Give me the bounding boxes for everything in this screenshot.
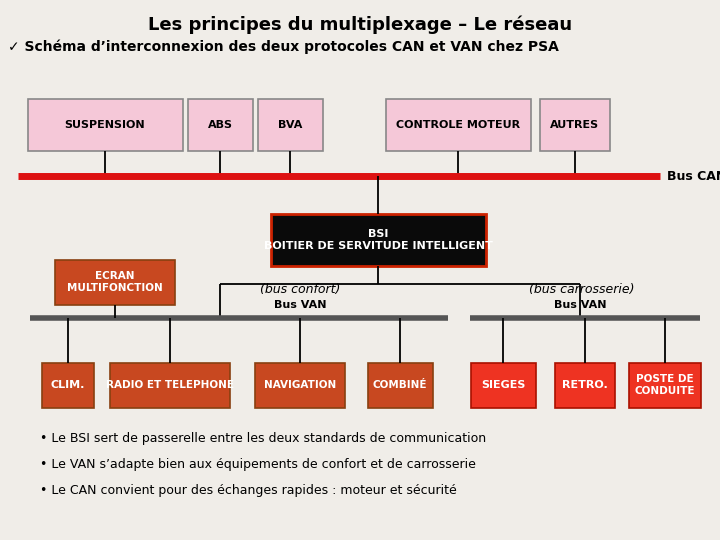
Text: AUTRES: AUTRES <box>550 120 600 130</box>
Bar <box>555 362 615 408</box>
Text: CLIM.: CLIM. <box>51 380 85 390</box>
Text: RADIO ET TELEPHONE: RADIO ET TELEPHONE <box>106 380 234 390</box>
Text: SUSPENSION: SUSPENSION <box>65 120 145 130</box>
Bar <box>55 260 175 305</box>
Bar <box>540 99 610 151</box>
Text: • Le CAN convient pour des échanges rapides : moteur et sécurité: • Le CAN convient pour des échanges rapi… <box>40 484 456 497</box>
Bar <box>258 99 323 151</box>
Text: • Le BSI sert de passerelle entre les deux standards de communication: • Le BSI sert de passerelle entre les de… <box>40 432 486 445</box>
Text: • Le VAN s’adapte bien aux équipements de confort et de carrosserie: • Le VAN s’adapte bien aux équipements d… <box>40 458 476 471</box>
Bar <box>110 362 230 408</box>
Bar <box>42 362 94 408</box>
Text: Bus CAN: Bus CAN <box>667 170 720 183</box>
Bar <box>255 362 345 408</box>
Text: Bus VAN: Bus VAN <box>554 300 606 310</box>
Text: COMBINÉ: COMBINÉ <box>373 380 427 390</box>
Text: ABS: ABS <box>207 120 233 130</box>
Bar <box>27 99 182 151</box>
Text: (bus carrosserie): (bus carrosserie) <box>529 283 635 296</box>
Text: Les principes du multiplexage – Le réseau: Les principes du multiplexage – Le résea… <box>148 15 572 33</box>
Text: POSTE DE
CONDUITE: POSTE DE CONDUITE <box>635 374 696 396</box>
Bar <box>367 362 433 408</box>
Text: NAVIGATION: NAVIGATION <box>264 380 336 390</box>
Bar <box>470 362 536 408</box>
Text: CONTROLE MOTEUR: CONTROLE MOTEUR <box>396 120 520 130</box>
Text: Bus VAN: Bus VAN <box>274 300 326 310</box>
Text: BSI
BOITIER DE SERVITUDE INTELLIGENT: BSI BOITIER DE SERVITUDE INTELLIGENT <box>264 229 492 251</box>
Bar <box>187 99 253 151</box>
Text: RETRO.: RETRO. <box>562 380 608 390</box>
Bar <box>629 362 701 408</box>
Bar <box>385 99 531 151</box>
Text: ✓ Schéma d’interconnexion des deux protocoles CAN et VAN chez PSA: ✓ Schéma d’interconnexion des deux proto… <box>8 40 559 55</box>
Text: SIEGES: SIEGES <box>481 380 525 390</box>
Text: (bus confort): (bus confort) <box>260 283 340 296</box>
Text: BVA: BVA <box>278 120 302 130</box>
Text: ECRAN
MULTIFONCTION: ECRAN MULTIFONCTION <box>67 271 163 293</box>
Bar <box>271 214 485 266</box>
